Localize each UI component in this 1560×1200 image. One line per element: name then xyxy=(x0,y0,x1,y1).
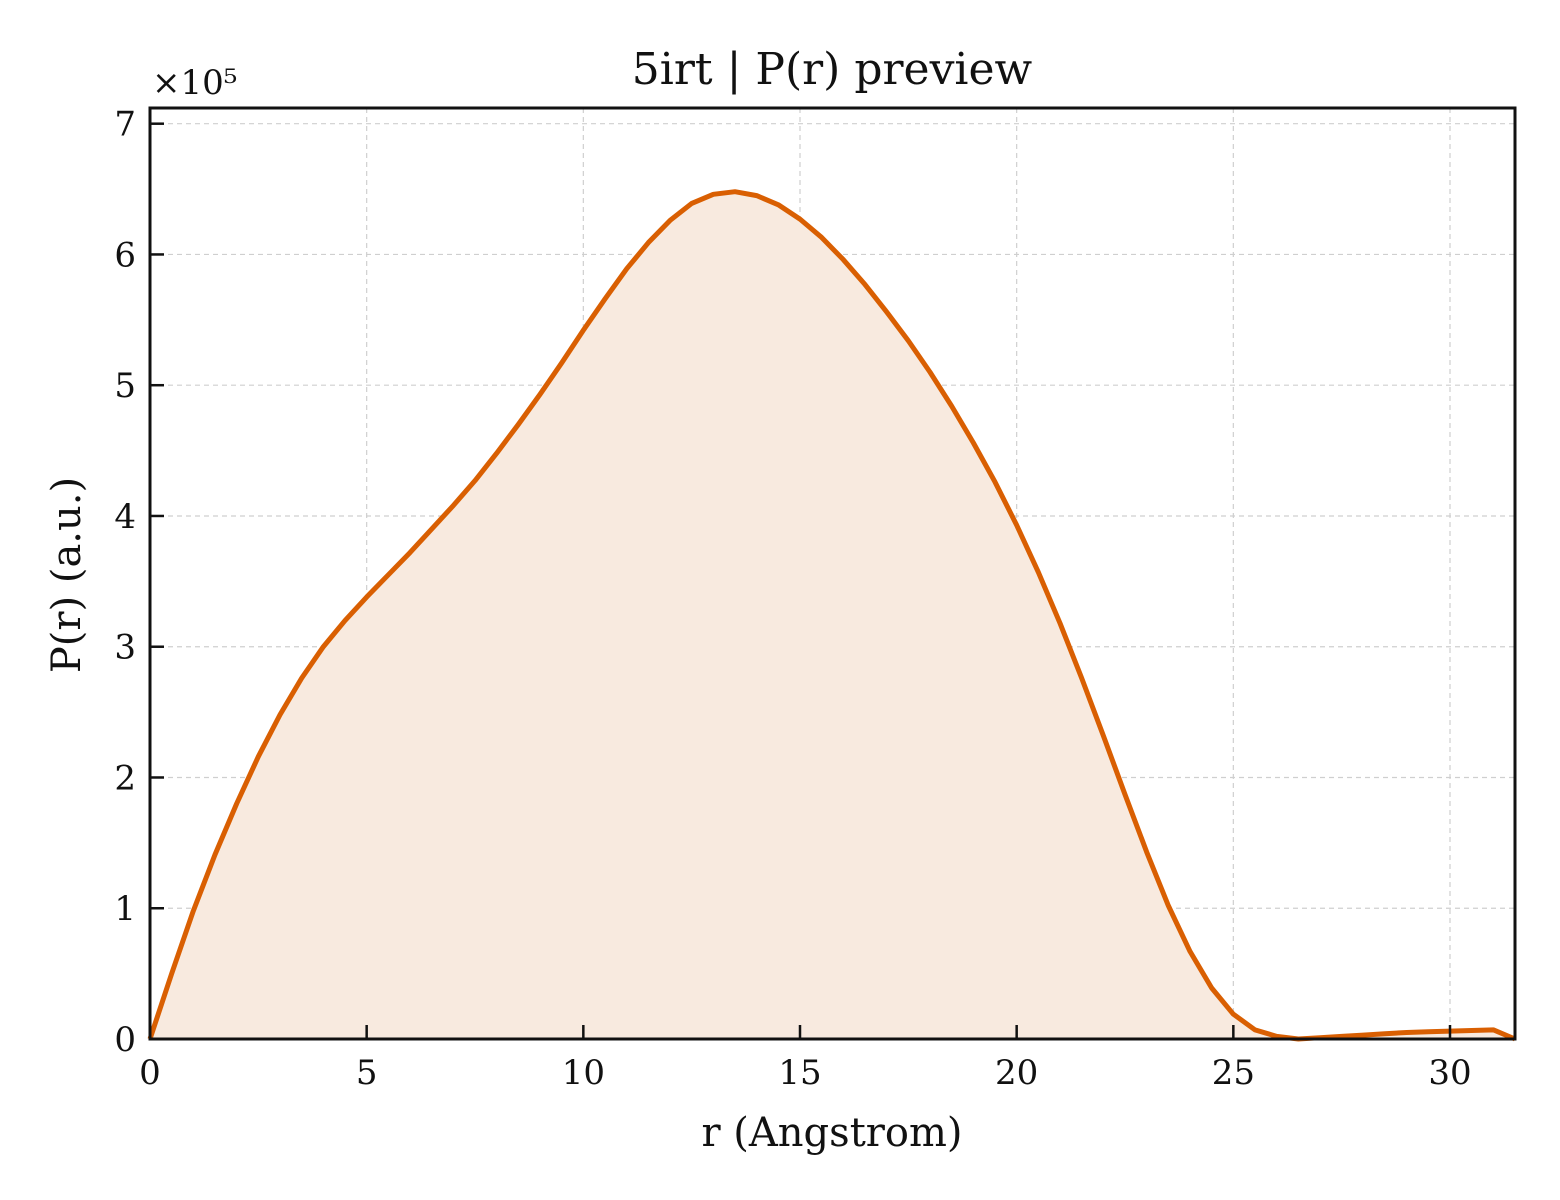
y-tick-label: 6 xyxy=(114,235,136,275)
y-multiplier-label: ×10⁵ xyxy=(152,63,237,103)
y-tick-label: 5 xyxy=(114,366,136,406)
x-tick-label: 0 xyxy=(139,1053,161,1093)
tick-labels: 0 5 10 15 20 25 30 0 1 2 3 4 5 6 7 xyxy=(114,105,1471,1093)
x-tick-label: 5 xyxy=(356,1053,378,1093)
chart-title: 5irt | P(r) preview xyxy=(632,44,1033,95)
x-tick-label: 30 xyxy=(1428,1053,1471,1093)
plot-frame xyxy=(148,106,1517,1041)
y-tick-label: 7 xyxy=(114,105,136,145)
x-axis-label: r (Angstrom) xyxy=(701,1110,962,1156)
y-tick-label: 3 xyxy=(114,628,136,668)
y-axis-label: P(r) (a.u.) xyxy=(44,477,90,673)
area-fill xyxy=(150,191,1515,1039)
x-tick-label: 20 xyxy=(995,1053,1038,1093)
y-tick-label: 4 xyxy=(114,497,136,537)
x-tick-label: 25 xyxy=(1212,1053,1255,1093)
y-tick-label: 0 xyxy=(114,1020,136,1060)
x-tick-label: 15 xyxy=(778,1053,821,1093)
y-tick-label: 2 xyxy=(114,758,136,798)
x-tick-label: 10 xyxy=(562,1053,605,1093)
y-tick-label: 1 xyxy=(114,889,136,929)
